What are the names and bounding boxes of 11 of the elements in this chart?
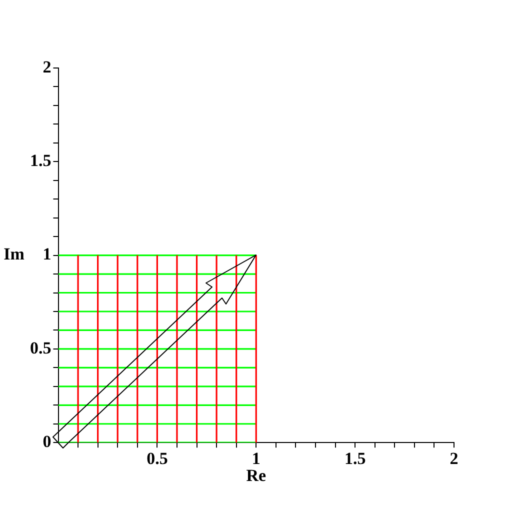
y-tick-label: 1 — [42, 244, 52, 264]
y-tick-label: 2 — [42, 57, 52, 76]
x-tick-label: 0.5 — [146, 449, 168, 468]
x-tick-label: 2 — [450, 449, 458, 468]
y-tick-label: 0.5 — [30, 338, 52, 358]
y-tick-label: 1.5 — [30, 151, 52, 170]
y-axis-title: Im — [4, 244, 24, 264]
x-tick-label: 1.5 — [344, 449, 366, 468]
x-tick-label: 1 — [252, 449, 260, 468]
y-tick-label: 0 — [42, 432, 52, 451]
x-axis-title: Re — [246, 466, 266, 485]
